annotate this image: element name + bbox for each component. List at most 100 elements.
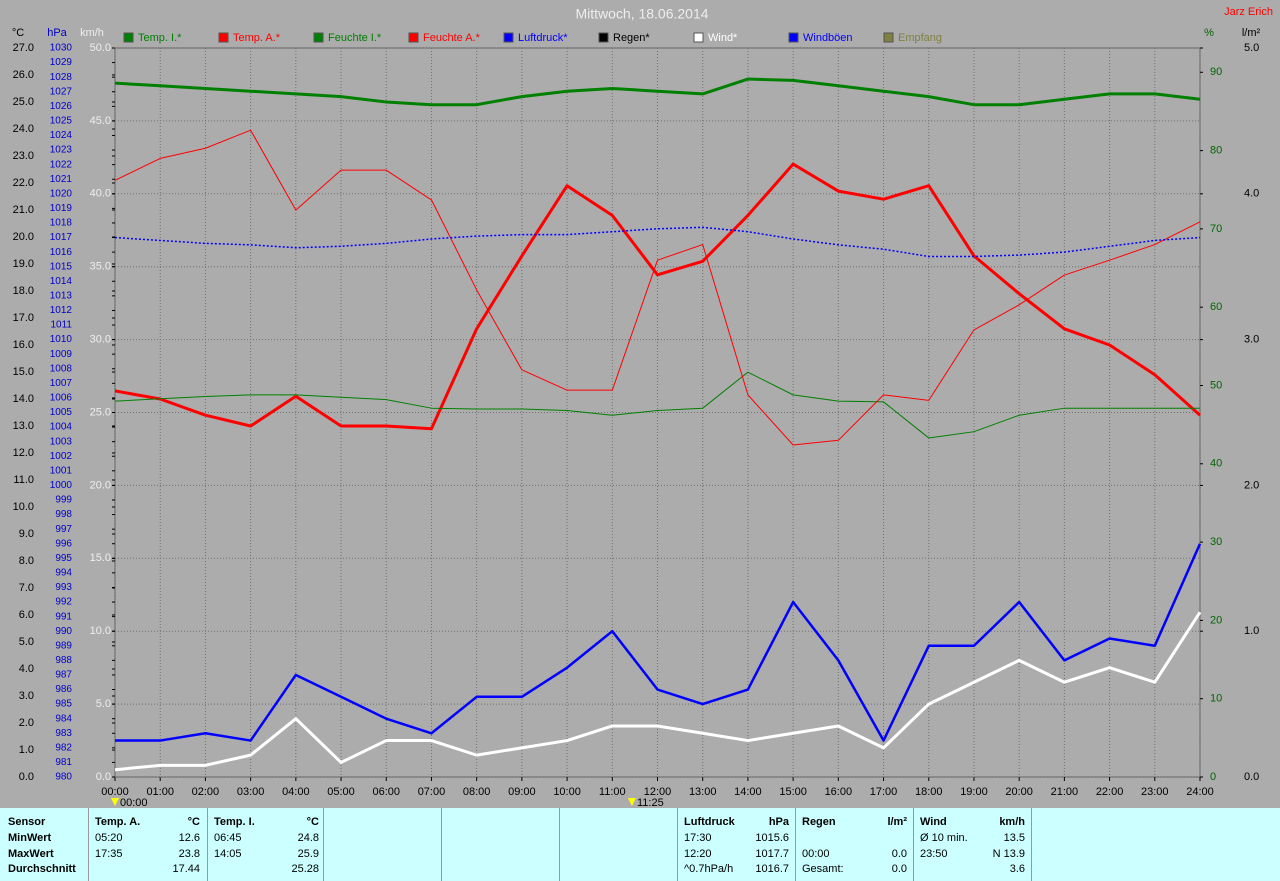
y-tick-label: 15.0 [13, 366, 34, 378]
col-unit: hPa [768, 816, 789, 828]
y-tick-label: 1006 [50, 393, 73, 404]
stat-time: 00:00 [802, 848, 830, 860]
y-tick-label: 1009 [50, 349, 73, 360]
axis-unit: km/h [80, 27, 104, 39]
y-tick-label: 50 [1210, 379, 1222, 391]
cell-border [323, 808, 324, 881]
y-tick-label: 998 [55, 509, 72, 520]
y-tick-label: 15.0 [90, 552, 111, 564]
x-tick-label: 21:00 [1051, 786, 1079, 798]
y-tick-label: 986 [55, 684, 72, 695]
axis-unit: % [1204, 27, 1214, 39]
x-tick-label: 23:00 [1141, 786, 1169, 798]
stat-value: 12.6 [178, 832, 200, 844]
y-tick-label: 1020 [50, 188, 73, 199]
row-label: Durchschnitt [8, 863, 76, 875]
marker-label: 11:25 [637, 797, 664, 808]
x-tick-label: 20:00 [1005, 786, 1033, 798]
y-tick-label: 980 [55, 772, 72, 783]
y-tick-label: 4.0 [1244, 188, 1259, 200]
y-tick-label: 17.0 [13, 312, 34, 324]
y-tick-label: 16.0 [13, 339, 34, 351]
marker-icon [628, 798, 636, 806]
y-tick-label: 999 [55, 495, 72, 506]
axis-unit: hPa [47, 27, 67, 39]
y-tick-label: 3.0 [19, 690, 34, 702]
stat-value: 3.6 [1009, 863, 1025, 875]
legend-swatch [883, 32, 894, 43]
x-tick-label: 01:00 [146, 786, 174, 798]
legend-label: Regen* [613, 32, 650, 44]
y-tick-label: 5.0 [19, 636, 34, 648]
x-tick-label: 03:00 [237, 786, 265, 798]
y-tick-label: 11.0 [13, 474, 34, 486]
x-tick-label: 16:00 [825, 786, 853, 798]
y-tick-label: 80 [1210, 144, 1222, 156]
y-tick-label: 982 [55, 742, 72, 753]
y-tick-label: 35.0 [90, 261, 111, 273]
y-tick-label: 987 [55, 670, 72, 681]
y-tick-label: 1015 [50, 261, 73, 272]
cell-border [1031, 808, 1032, 881]
y-tick-label: 9.0 [19, 528, 34, 540]
legend-swatch [693, 32, 704, 43]
y-tick-label: 0.0 [96, 771, 111, 783]
marker-label: 00:00 [120, 797, 148, 808]
legend-label: Temp. A.* [233, 32, 281, 44]
legend-swatch [788, 32, 799, 43]
x-tick-label: 04:00 [282, 786, 310, 798]
series-line [114, 371, 1200, 439]
y-tick-label: 25.0 [13, 96, 34, 108]
y-tick-label: 1.0 [19, 744, 34, 756]
y-tick-label: 1026 [50, 101, 73, 112]
series-line [115, 543, 1202, 742]
y-tick-label: 1.0 [1244, 625, 1259, 637]
stat-time: 05:20 [95, 832, 123, 844]
y-tick-label: 989 [55, 640, 72, 651]
y-tick-label: 2.0 [19, 717, 34, 729]
y-tick-label: 1014 [50, 276, 73, 287]
y-tick-label: 1010 [50, 334, 73, 345]
x-tick-label: 09:00 [508, 786, 536, 798]
y-tick-label: 30.0 [90, 334, 111, 346]
legend-swatch [313, 32, 324, 43]
stat-value: 1016.7 [755, 863, 789, 875]
y-tick-label: 1021 [50, 174, 73, 185]
stat-value: 17.44 [172, 863, 200, 875]
stat-value: 25.9 [297, 848, 319, 860]
stat-value: 0.0 [891, 863, 907, 875]
y-tick-label: 26.0 [13, 69, 34, 81]
author: Jarz Erich [1224, 6, 1273, 18]
col-header: Temp. A. [95, 816, 141, 828]
legend-swatch [218, 32, 229, 43]
x-tick-label: 18:00 [915, 786, 943, 798]
y-tick-label: 20.0 [13, 231, 34, 243]
y-tick-label: 60 [1210, 301, 1222, 313]
stat-time: ^0.7hPa/h [684, 863, 734, 875]
y-tick-label: 1008 [50, 363, 73, 374]
y-tick-label: 10.0 [90, 625, 111, 637]
y-tick-label: 996 [55, 538, 72, 549]
y-tick-label: 1016 [50, 247, 73, 258]
y-tick-label: 1011 [50, 320, 72, 331]
y-tick-label: 90 [1210, 66, 1222, 78]
cell-border [913, 808, 914, 881]
axis-unit: °C [12, 27, 24, 39]
y-tick-label: 19.0 [13, 258, 34, 270]
stat-time: 17:30 [684, 832, 712, 844]
col-unit: °C [306, 816, 319, 828]
stat-value: 23.8 [178, 848, 200, 860]
y-tick-label: 1028 [50, 72, 73, 83]
y-tick-label: 40 [1210, 458, 1222, 470]
x-tick-label: 02:00 [192, 786, 220, 798]
y-tick-label: 1007 [50, 378, 73, 389]
stat-value: N 13.9 [992, 848, 1025, 860]
x-tick-label: 08:00 [463, 786, 491, 798]
y-tick-label: 22.0 [13, 177, 34, 189]
stat-value: 0.0 [891, 848, 907, 860]
y-tick-label: 40.0 [90, 188, 111, 200]
y-tick-label: 985 [55, 699, 72, 710]
marker-icon [111, 798, 119, 806]
stat-time: Ø 10 min. [920, 832, 968, 844]
y-tick-label: 10.0 [13, 501, 34, 513]
